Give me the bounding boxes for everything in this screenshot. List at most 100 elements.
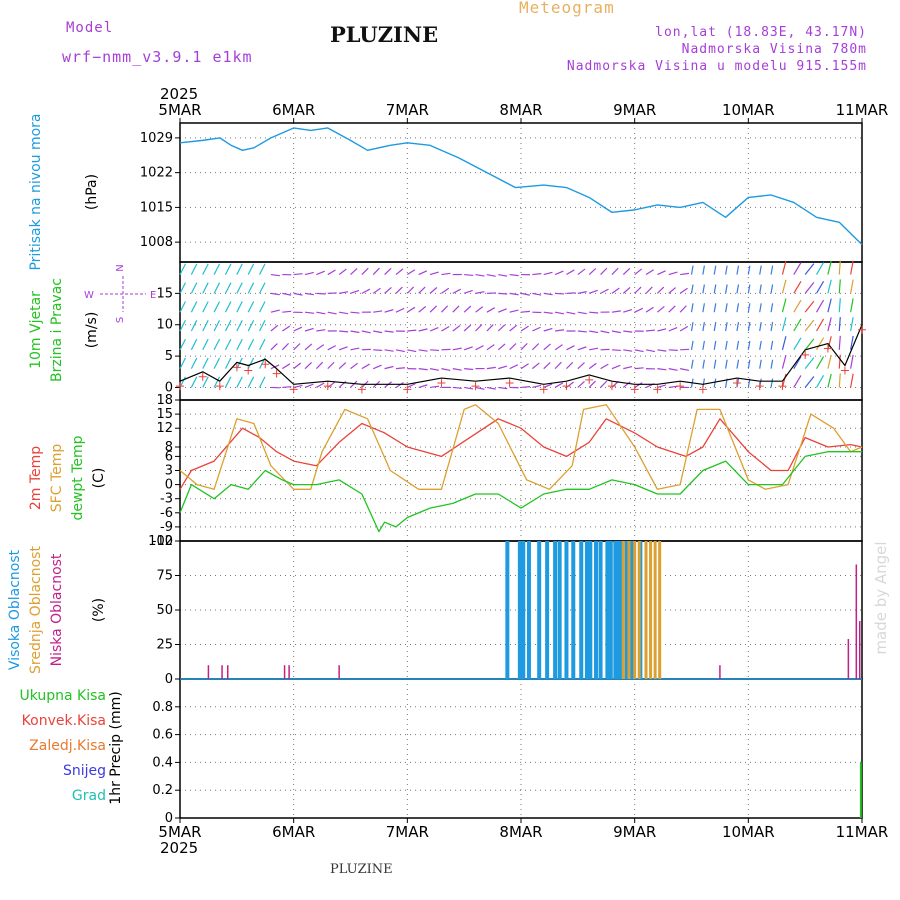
wind-barb [350, 268, 358, 275]
wind-barb [838, 316, 841, 332]
wind-barb [781, 336, 787, 350]
wind-barb [509, 364, 519, 370]
wind-barb [668, 287, 677, 294]
wind-barb [339, 311, 349, 315]
wind-barb [498, 273, 508, 277]
x-tick-label-top: 6MAR [272, 101, 315, 119]
y-tick-label: 0.2 [152, 783, 173, 798]
wind-barb [316, 311, 326, 315]
x-tick-label-bottom: 7MAR [386, 823, 429, 841]
wind-barb [429, 368, 440, 371]
wind-barb [713, 265, 717, 275]
wind-barb [747, 359, 751, 369]
wind-barb [429, 385, 440, 389]
wind-barb [270, 324, 279, 332]
wind-barb [327, 361, 335, 370]
wind-barb [520, 386, 531, 389]
wind-barb [736, 322, 740, 332]
wind-barb [827, 298, 832, 313]
wind-barb [804, 376, 815, 388]
wind-barb [190, 301, 198, 313]
credit-text: made by Angel [872, 541, 890, 654]
wind-barb [554, 382, 564, 388]
wind-barb [361, 267, 369, 275]
y-tick-label: 0.4 [152, 755, 173, 770]
gust-marker [272, 369, 281, 378]
wind-barb [475, 386, 485, 390]
wind-barb [259, 376, 266, 388]
wind-barb [316, 329, 326, 332]
wind-barb [566, 361, 574, 370]
wind-barb [452, 386, 462, 389]
wind-barb [224, 263, 232, 275]
station-elevation: Nadmorska Visina 780m [681, 42, 867, 57]
gust-marker [585, 375, 594, 384]
gust-marker [823, 344, 832, 353]
y-tick-label: 75 [156, 569, 173, 584]
wind-barb [725, 303, 728, 313]
wind-barb [634, 286, 642, 294]
wind-barb [793, 375, 802, 388]
wind-barb [452, 368, 462, 371]
wind-barb [838, 373, 841, 388]
year-label-bottom: 2025 [160, 839, 198, 857]
gust-marker [607, 382, 616, 391]
wind-barb [804, 338, 815, 351]
wind-barb [259, 263, 266, 275]
wind-barb [577, 268, 586, 276]
wind-barb [736, 265, 740, 275]
wind-barb [247, 282, 255, 294]
wind-barb [202, 338, 209, 351]
wind-barb [270, 343, 278, 351]
compass-cross [100, 276, 146, 312]
gust-marker [289, 385, 298, 394]
wind-barb [770, 378, 774, 388]
cloud-unit: (%) [91, 598, 107, 622]
gust-marker [403, 385, 412, 394]
dewpoint-line [179, 451, 862, 533]
wind-barb [475, 345, 484, 351]
gust-marker [471, 382, 480, 391]
cloud-ylabel-2: Srednja Oblacnost [28, 546, 44, 674]
wind-barb [486, 324, 494, 332]
wind-barb [600, 380, 608, 388]
wind-barb [213, 301, 221, 313]
y-tick-label: 1015 [140, 200, 173, 215]
wind-barb [543, 361, 551, 370]
wind-barb [804, 319, 815, 332]
wind-barb [781, 279, 787, 294]
wind-barb [816, 262, 825, 275]
wind-barb [384, 349, 394, 352]
wind-barb [316, 344, 325, 351]
wind-barb [634, 268, 643, 276]
wind-barb [827, 354, 832, 369]
temp-2m-line [179, 418, 863, 490]
wind-barb [759, 340, 762, 350]
wind-barb [384, 287, 392, 294]
wind-barb [781, 298, 787, 313]
wind-barb [816, 375, 825, 388]
wind-barb [543, 343, 551, 351]
gust-marker [732, 379, 741, 388]
wind-barb [213, 357, 221, 369]
wind-barb [645, 306, 654, 313]
wind-barb [202, 263, 209, 275]
gust-marker [261, 360, 270, 369]
wind-barb [588, 268, 597, 275]
x-tick-label-top: 8MAR [499, 101, 542, 119]
wind-barb [384, 330, 394, 333]
temp-ylabel-1: 2m Temp [28, 446, 44, 510]
wind-barb [623, 308, 633, 313]
y-tick-label: -6 [160, 506, 173, 521]
wind-barb [418, 286, 426, 294]
wind-barb [793, 337, 802, 351]
gust-marker [505, 379, 514, 388]
wind-barb [316, 292, 326, 295]
wind-barb [804, 282, 815, 294]
wind-barb [475, 306, 484, 313]
wind-barb [793, 299, 802, 313]
wind-barb [816, 299, 825, 313]
station-coords: lon,lat (18.83E, 43.17N) [655, 25, 867, 40]
wind-barb [657, 384, 667, 389]
gust-marker [562, 382, 571, 391]
